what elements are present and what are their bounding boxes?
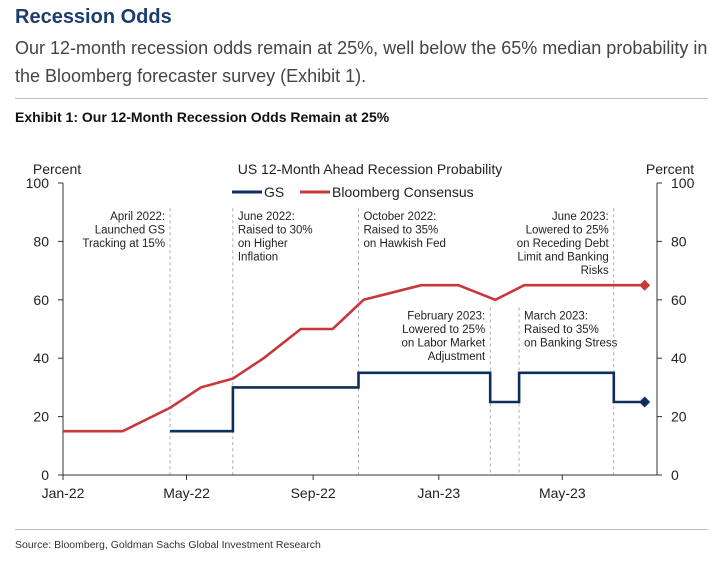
legend-label: GS	[264, 184, 284, 200]
left-axis-label: Percent	[33, 161, 81, 177]
event-annotation-line: Raised to 35%	[524, 324, 599, 336]
left-y-tick-label: 20	[33, 409, 49, 425]
top-divider	[15, 98, 708, 99]
event-annotation-line: March 2023:	[524, 310, 588, 322]
event-annotation-line: on Banking Stress	[524, 337, 618, 349]
event-annotation-line: Adjustment	[428, 351, 486, 363]
legend-label: Bloomberg Consensus	[332, 184, 474, 200]
event-annotation-line: Lowered to 25%	[402, 324, 485, 336]
bloomberg-consensus-line	[63, 283, 645, 433]
left-y-tick-label: 0	[41, 467, 49, 483]
left-y-tick-label: 80	[33, 233, 49, 249]
event-annotation-line: Limit and Banking	[517, 252, 608, 264]
intro-paragraph: Our 12-month recession odds remain at 25…	[15, 38, 708, 86]
recession-odds-chart: US 12-Month Ahead Recession Probability …	[26, 161, 695, 501]
event-annotation-line: June 2023:	[552, 211, 609, 223]
event-annotation-line: Risks	[581, 265, 609, 277]
event-annotation-line: Raised to 30%	[238, 225, 313, 237]
gs-line	[170, 371, 645, 433]
right-y-tick-label: 60	[671, 292, 687, 308]
right-y-tick-label: 20	[671, 409, 687, 425]
event-annotation-line: October 2022:	[363, 211, 436, 223]
x-tick-label: Jan-23	[417, 485, 460, 501]
event-annotation-line: on Labor Market	[401, 337, 486, 349]
event-annotation-line: Inflation	[238, 252, 278, 264]
section-heading: Recession Odds	[15, 6, 172, 28]
right-y-tick-label: 40	[671, 350, 687, 366]
source-note: Source: Bloomberg, Goldman Sachs Global …	[15, 539, 321, 551]
bottom-divider	[15, 529, 708, 530]
gs-end-marker	[639, 396, 651, 408]
event-annotation-line: Lowered to 25%	[526, 225, 609, 237]
event-annotation-line: June 2022:	[238, 211, 295, 223]
event-annotation-line: on Hawkish Fed	[363, 238, 445, 250]
chart-title: US 12-Month Ahead Recession Probability	[238, 161, 503, 177]
event-annotation-line: April 2022:	[110, 211, 165, 223]
event-annotation-line: on Receding Debt	[517, 238, 610, 250]
chart-axes: 0 0 20 20 40 40 60 60 80 80 100 100 Jan-22 May-22 Sep-…	[26, 175, 695, 501]
event-annotation-line: Tracking at 15%	[82, 238, 165, 250]
right-axis-label: Percent	[646, 161, 694, 177]
chart-series	[63, 279, 651, 433]
right-y-tick-label: 80	[671, 233, 687, 249]
x-tick-label: May-23	[539, 485, 586, 501]
x-tick-label: Sep-22	[291, 485, 336, 501]
event-annotation-line: on Higher	[238, 238, 288, 250]
event-annotation-line: February 2023:	[407, 310, 485, 322]
right-y-tick-label: 0	[671, 467, 679, 483]
left-y-tick-label: 60	[33, 292, 49, 308]
event-annotation-line: Launched GS	[95, 225, 166, 237]
exhibit-title: Exhibit 1: Our 12-Month Recession Odds R…	[15, 109, 390, 125]
chart-legend: GS Bloomberg Consensus	[232, 184, 474, 200]
left-y-tick-label: 100	[26, 175, 50, 191]
event-annotation-line: Raised to 35%	[363, 225, 438, 237]
left-y-tick-label: 40	[33, 350, 49, 366]
right-y-tick-label: 100	[671, 175, 695, 191]
bloomberg-consensus-end-marker	[639, 279, 651, 291]
x-tick-label: May-22	[163, 485, 210, 501]
x-tick-label: Jan-22	[42, 485, 85, 501]
